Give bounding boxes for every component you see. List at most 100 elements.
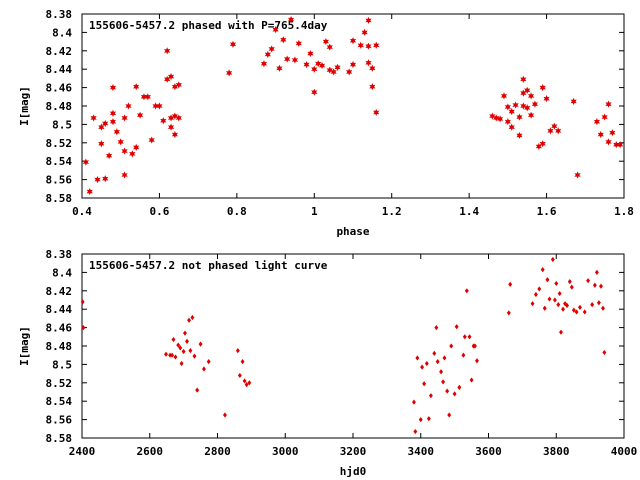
unphased-plot-points xyxy=(80,256,607,435)
phased-plot-point xyxy=(121,147,128,155)
unphased-plot-point xyxy=(439,369,444,375)
unphased-plot-point xyxy=(432,350,437,356)
phased-plot-ytick-label: 8.5 xyxy=(52,118,72,131)
phased-plot-point xyxy=(284,55,291,63)
unphased-plot-point xyxy=(428,393,433,399)
unphased-plot-point xyxy=(574,309,579,315)
phased-plot-ytick-label: 8.52 xyxy=(46,137,73,150)
phased-plot-xtick-label: 0.6 xyxy=(149,205,169,218)
unphased-plot-point xyxy=(435,359,440,365)
unphased-plot-point xyxy=(187,317,191,323)
phased-plot-point xyxy=(164,75,171,83)
unphased-plot-point xyxy=(601,305,605,311)
phased-plot-point xyxy=(136,111,144,119)
phased-plot-point xyxy=(326,66,333,74)
phased-plot-point xyxy=(605,138,612,146)
unphased-plot-title: 155606-5457.2 not phased light curve xyxy=(89,259,328,272)
phased-plot-point xyxy=(315,60,322,68)
phased-plot-point xyxy=(357,41,364,49)
unphased-plot-point xyxy=(171,336,176,343)
phased-plot-point xyxy=(144,93,151,101)
phased-plot-point xyxy=(326,43,333,51)
phased-plot-xtick-label: 0.4 xyxy=(72,205,92,218)
unphased-plot-point xyxy=(449,343,454,349)
unphased-plot-ytick-label: 8.56 xyxy=(46,414,73,427)
phased-plot-point xyxy=(86,187,93,196)
phased-plot-point xyxy=(601,113,608,121)
phased-plot-point xyxy=(535,142,542,151)
unphased-plot-point xyxy=(533,291,538,298)
phased-plot-point xyxy=(497,115,504,123)
unphased-plot-point xyxy=(441,379,446,385)
phased-plot-point xyxy=(520,89,527,97)
unphased-plot-point xyxy=(164,351,168,357)
unphased-plot-point xyxy=(183,330,187,336)
phased-plot-point xyxy=(369,83,376,91)
phased-plot-ytick-label: 8.58 xyxy=(46,192,73,205)
unphased-plot-point xyxy=(424,360,429,367)
phased-plot-point xyxy=(102,175,109,183)
phased-plot-xtick-label: 1.4 xyxy=(459,205,479,218)
unphased-plot-point xyxy=(81,325,86,331)
unphased-plot-point xyxy=(590,302,595,308)
unphased-plot-point xyxy=(206,359,211,365)
unphased-plot-point xyxy=(426,416,431,422)
phased-plot-point xyxy=(167,72,175,81)
phased-plot-points xyxy=(82,15,624,196)
phased-plot-point xyxy=(98,123,105,131)
unphased-plot-ylabel: I[mag] xyxy=(18,326,31,366)
unphased-plot-point xyxy=(422,381,427,387)
phased-plot-point xyxy=(527,92,535,100)
unphased-plot-point xyxy=(412,399,416,405)
phased-plot-point xyxy=(593,118,601,126)
phased-plot-point xyxy=(539,140,546,148)
phased-plot-point xyxy=(531,100,539,108)
phased-plot-point xyxy=(272,26,279,34)
phased-plot-point xyxy=(175,81,182,89)
phased-plot-point xyxy=(613,141,620,149)
phased-plot-point xyxy=(543,95,550,103)
phased-plot-point xyxy=(524,86,531,94)
unphased-plot-point xyxy=(550,256,555,263)
phased-plot-point xyxy=(539,84,546,92)
unphased-plot-point xyxy=(198,341,203,347)
unphased-plot-point xyxy=(545,277,550,283)
phased-plot-xtick-label: 1.8 xyxy=(614,205,634,218)
unphased-plot-point xyxy=(178,345,183,351)
phased-plot-point xyxy=(121,171,128,179)
unphased-plot-xtick-label: 3000 xyxy=(272,445,299,458)
unphased-plot-point xyxy=(599,283,603,289)
unphased-plot-ytick-label: 8.54 xyxy=(46,395,73,408)
unphased-plot-point xyxy=(447,412,452,418)
phased-plot-point xyxy=(109,118,117,126)
unphased-plot-point xyxy=(537,286,542,292)
unphased-plot-point xyxy=(552,297,557,303)
phased-plot-point xyxy=(105,152,113,160)
unphased-plot-point xyxy=(192,353,197,359)
unphased-plot-point xyxy=(181,348,186,355)
phased-plot-point xyxy=(164,47,171,55)
phased-plot-ytick-label: 8.4 xyxy=(52,26,72,39)
unphased-plot-point xyxy=(454,324,459,330)
phased-plot-point xyxy=(140,93,148,101)
unphased-plot-point xyxy=(565,302,570,309)
phased-plot-point xyxy=(148,136,155,144)
phased-plot-point xyxy=(609,129,616,137)
unphased-plot-point xyxy=(582,309,587,315)
phased-plot-point xyxy=(117,138,124,146)
unphased-plot-point xyxy=(237,372,242,379)
phased-plot-point xyxy=(311,88,318,96)
unphased-plot-xticks: 2400 2600 2800 3000 3200 3400 3600 3800 4000 xyxy=(69,254,637,458)
unphased-plot-point xyxy=(185,338,189,344)
unphased-plot-point xyxy=(554,280,559,287)
phased-plot-title: 155606-5457.2 phased with P=765.4day xyxy=(89,19,328,32)
phased-plot-point xyxy=(369,64,376,72)
phased-plot-point xyxy=(291,56,299,64)
unphased-plot-point xyxy=(190,314,195,321)
phased-plot-xlabel: phase xyxy=(336,225,369,238)
phased-plot-point xyxy=(94,176,101,184)
phased-plot-point xyxy=(318,61,326,70)
unphased-plot-point xyxy=(240,359,245,365)
phased-plot-ytick-label: 8.38 xyxy=(46,8,73,21)
